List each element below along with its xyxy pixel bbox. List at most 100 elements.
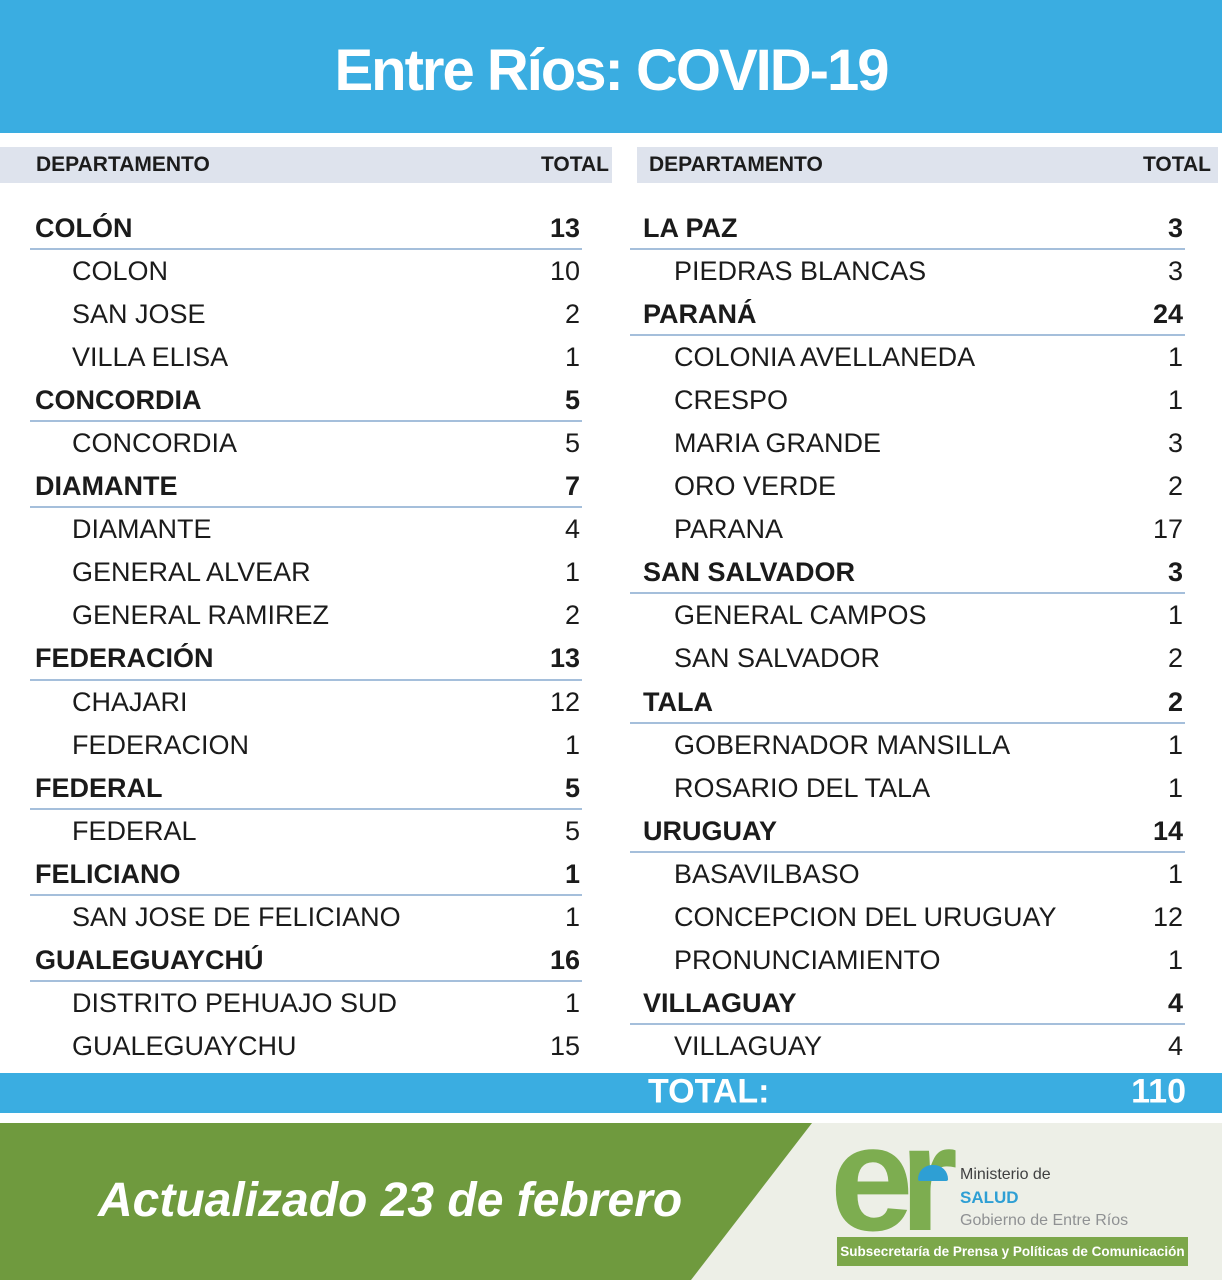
department-row: CONCORDIA 5 <box>30 379 582 423</box>
row-label: SAN SALVADOR <box>643 557 856 588</box>
row-value: 12 <box>549 686 580 717</box>
locality-row: GOBERNADOR MANSILLA 1 <box>630 724 1185 767</box>
locality-row: CHAJARI 12 <box>30 681 582 724</box>
row-label: COLÓN <box>35 213 133 244</box>
row-label: VILLAGUAY <box>643 987 797 1018</box>
row-value: 3 <box>1167 213 1183 244</box>
department-row: GUALEGUAYCHÚ 16 <box>30 939 582 982</box>
row-value: 13 <box>549 643 580 674</box>
locality-row: SAN JOSE DE FELICIANO 1 <box>30 896 582 939</box>
grand-total-label: TOTAL: <box>648 1072 770 1111</box>
locality-row: GENERAL ALVEAR 1 <box>30 551 582 594</box>
locality-row: VILLA ELISA 1 <box>30 336 582 379</box>
department-table-left: COLÓN 13 COLON 10 SAN JOSE 2 VILLA ELISA 1 CONCO… <box>30 207 582 1068</box>
row-label: ROSARIO DEL TALA <box>674 772 931 803</box>
row-label: SAN JOSE <box>72 299 206 330</box>
department-row: COLÓN 13 <box>30 207 582 251</box>
locality-row: FEDERAL 5 <box>30 810 582 853</box>
row-value: 7 <box>564 471 580 502</box>
row-label: PIEDRAS BLANCAS <box>674 256 927 287</box>
department-row: DIAMANTE 7 <box>30 465 582 509</box>
locality-row: PRONUNCIAMIENTO 1 <box>630 939 1185 982</box>
locality-row: GUALEGUAYCHU 15 <box>30 1025 582 1068</box>
locality-row: CONCEPCION DEL URUGUAY 12 <box>630 896 1185 939</box>
row-label: CONCORDIA <box>72 428 238 459</box>
row-label: GOBERNADOR MANSILLA <box>674 729 1011 760</box>
column-header-total: TOTAL <box>540 153 609 176</box>
column-header-total: TOTAL <box>1142 153 1211 176</box>
row-value: 3 <box>1167 256 1183 287</box>
department-row: SAN SALVADOR 3 <box>630 551 1185 595</box>
department-row: FELICIANO 1 <box>30 853 582 896</box>
row-label: PARANA <box>674 514 784 545</box>
row-label: VILLA ELISA <box>72 342 229 373</box>
row-label: PARANÁ <box>643 299 757 330</box>
row-value: 4 <box>564 514 580 545</box>
row-value: 2 <box>1167 686 1183 717</box>
row-value: 1 <box>1167 342 1183 373</box>
row-label: LA PAZ <box>643 213 738 244</box>
row-label: COLONIA AVELLANEDA <box>674 342 976 373</box>
row-value: 1 <box>1167 772 1183 803</box>
row-label: CONCORDIA <box>35 385 202 416</box>
updated-date: Actualizado 23 de febrero <box>98 1174 683 1227</box>
department-row: LA PAZ 3 <box>630 207 1185 251</box>
row-label: GENERAL CAMPOS <box>674 600 927 631</box>
er-logo: er <box>830 1103 958 1253</box>
department-row: FEDERACIÓN 13 <box>30 637 582 681</box>
locality-row: ORO VERDE 2 <box>630 465 1185 508</box>
department-row: TALA 2 <box>630 681 1185 724</box>
row-label: CONCEPCION DEL URUGUAY <box>674 901 1057 932</box>
row-label: FELICIANO <box>35 858 181 889</box>
locality-row: ROSARIO DEL TALA 1 <box>630 767 1185 810</box>
row-value: 10 <box>549 256 580 287</box>
row-label: VILLAGUAY <box>674 1030 823 1061</box>
row-value: 5 <box>564 428 580 459</box>
row-label: FEDERAL <box>72 815 197 846</box>
row-label: PRONUNCIAMIENTO <box>674 944 941 975</box>
department-row: PARANÁ 24 <box>630 293 1185 337</box>
column-header-band-left: DEPARTAMENTO TOTAL <box>0 147 612 183</box>
row-label: GUALEGUAYCHU <box>72 1030 297 1061</box>
column-header-department: DEPARTAMENTO <box>36 153 210 176</box>
subsecretaria-box: Subsecretaría de Prensa y Políticas de C… <box>837 1237 1188 1266</box>
row-label: SAN JOSE DE FELICIANO <box>72 901 401 932</box>
locality-row: SAN SALVADOR 2 <box>630 637 1185 680</box>
row-label: FEDERAL <box>35 772 163 803</box>
row-value: 2 <box>1167 471 1183 502</box>
locality-row: MARIA GRANDE 3 <box>630 422 1185 465</box>
locality-row: SAN JOSE 2 <box>30 293 582 336</box>
row-label: CHAJARI <box>72 686 188 717</box>
locality-row: DISTRITO PEHUAJO SUD 1 <box>30 982 582 1025</box>
locality-row: PIEDRAS BLANCAS 3 <box>630 250 1185 293</box>
row-value: 5 <box>564 815 580 846</box>
row-value: 3 <box>1167 428 1183 459</box>
row-value: 1 <box>1167 600 1183 631</box>
ministry-block: Ministerio de SALUD Gobierno de Entre Rí… <box>960 1163 1128 1232</box>
row-label: TALA <box>643 686 713 717</box>
locality-row: DIAMANTE 4 <box>30 508 582 551</box>
locality-row: PARANA 17 <box>630 508 1185 551</box>
row-label: ORO VERDE <box>674 471 837 502</box>
grand-total-bar: TOTAL: 110 <box>0 1073 1222 1113</box>
row-value: 1 <box>1167 729 1183 760</box>
row-value: 1 <box>564 342 580 373</box>
row-value: 1 <box>564 901 580 932</box>
row-label: FEDERACION <box>72 729 250 760</box>
row-value: 2 <box>564 600 580 631</box>
row-value: 5 <box>564 385 580 416</box>
row-label: URUGUAY <box>643 815 778 846</box>
row-label: GENERAL ALVEAR <box>72 557 311 588</box>
row-label: BASAVILBASO <box>674 858 860 889</box>
title-bar: Entre Ríos: COVID-19 <box>0 0 1222 133</box>
gobierno-label: Gobierno de Entre Ríos <box>960 1212 1129 1229</box>
locality-row: CRESPO 1 <box>630 379 1185 422</box>
row-label: FEDERACIÓN <box>35 643 214 674</box>
row-label: DISTRITO PEHUAJO SUD <box>72 987 398 1018</box>
row-value: 17 <box>1152 514 1183 545</box>
department-table-right: LA PAZ 3 PIEDRAS BLANCAS 3 PARANÁ 24 COLONIA A… <box>630 207 1185 1068</box>
green-banner <box>0 1123 812 1280</box>
row-value: 1 <box>564 858 580 889</box>
grand-total-value: 110 <box>1131 1072 1186 1111</box>
